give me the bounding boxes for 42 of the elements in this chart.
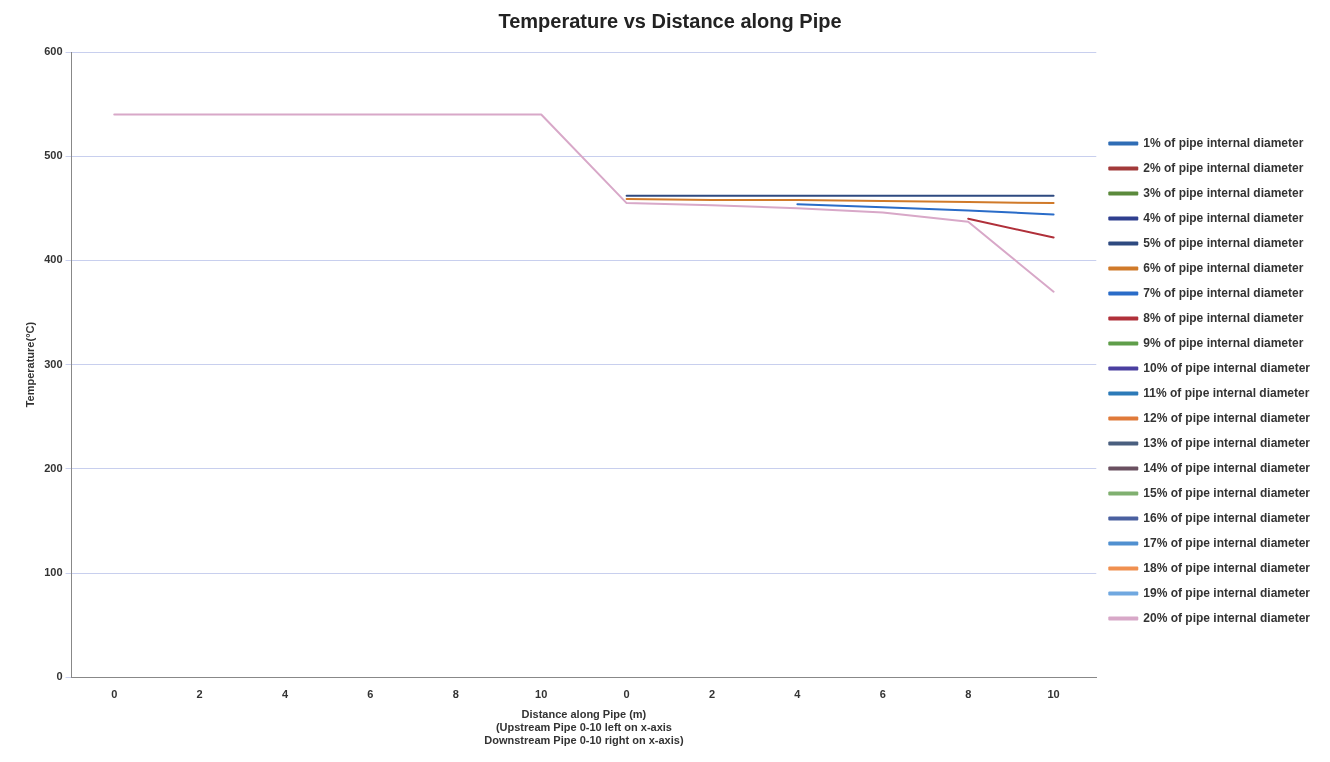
x-tick-label: 8 (965, 687, 972, 700)
legend-label: 13% of pipe internal diameter (1143, 435, 1311, 450)
legend-label: 15% of pipe internal diameter (1143, 485, 1311, 500)
x-tick-label: 10 (1047, 687, 1060, 700)
legend-label: 19% of pipe internal diameter (1143, 585, 1311, 600)
legend-label: 5% of pipe internal diameter (1143, 235, 1304, 250)
legend-label: 16% of pipe internal diameter (1143, 510, 1311, 525)
y-tick-label: 100 (44, 566, 63, 579)
x-tick-label: 8 (452, 687, 459, 700)
y-tick-label: 500 (44, 149, 63, 162)
legend-label: 14% of pipe internal diameter (1143, 460, 1311, 475)
legend-label: 1% of pipe internal diameter (1143, 135, 1304, 150)
legend-label: 11% of pipe internal diameter (1143, 385, 1310, 400)
y-tick-label: 200 (44, 461, 63, 474)
legend-label: 20% of pipe internal diameter (1143, 610, 1311, 625)
x-tick-label: 2 (708, 687, 716, 700)
x-tick-label: 6 (367, 687, 374, 700)
x-tick-label: 0 (623, 687, 630, 700)
legend-label: 12% of pipe internal diameter (1143, 410, 1311, 425)
x-tick-label: 10 (535, 687, 548, 700)
legend-label: 6% of pipe internal diameter (1143, 260, 1304, 275)
legend-label: 9% of pipe internal diameter (1143, 335, 1304, 350)
y-axis-title: Temperature(°C) (23, 321, 36, 408)
y-tick-label: 600 (44, 45, 63, 58)
chart-title: Temperature vs Distance along Pipe (498, 9, 842, 32)
x-tick-label: 6 (879, 687, 886, 700)
legend-label: 18% of pipe internal diameter (1143, 560, 1311, 575)
y-tick-label: 400 (44, 253, 63, 266)
legend-label: 10% of pipe internal diameter (1143, 360, 1311, 375)
x-tick-label: 4 (281, 687, 289, 700)
y-tick-label: 0 (56, 670, 63, 683)
legend-label: 3% of pipe internal diameter (1143, 185, 1304, 200)
legend-label: 17% of pipe internal diameter (1143, 535, 1311, 550)
x-tick-label: 4 (794, 687, 802, 700)
legend-label: 8% of pipe internal diameter (1143, 310, 1304, 325)
legend-label: 2% of pipe internal diameter (1143, 160, 1304, 175)
y-tick-label: 300 (44, 357, 63, 370)
x-tick-label: 0 (111, 687, 118, 700)
legend-label: 7% of pipe internal diameter (1143, 285, 1304, 300)
x-tick-label: 2 (196, 687, 203, 700)
x-axis-title: Distance along Pipe (m) (Upstream Pipe 0-10 left on x-axis Downstream Pipe 0-10 right on x-axis) (484, 708, 684, 747)
legend-label: 4% of pipe internal diameter (1143, 210, 1304, 225)
